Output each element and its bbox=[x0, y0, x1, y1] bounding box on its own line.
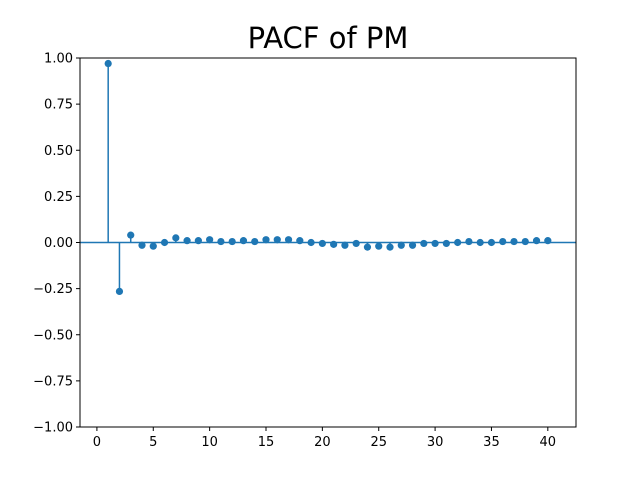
x-tick-label: 15 bbox=[258, 435, 275, 450]
y-tick-label: 0.00 bbox=[44, 236, 73, 251]
stem-marker bbox=[228, 237, 236, 246]
stem-marker bbox=[341, 241, 349, 249]
stem-marker bbox=[487, 238, 496, 247]
stem-marker bbox=[532, 237, 541, 245]
stem-marker bbox=[375, 242, 383, 250]
stem-marker bbox=[138, 241, 146, 249]
stem-marker bbox=[206, 236, 214, 244]
stem-marker bbox=[465, 237, 473, 246]
stem-marker bbox=[307, 238, 315, 247]
y-tick-label: 0.25 bbox=[44, 190, 73, 205]
x-tick-label: 0 bbox=[93, 435, 101, 450]
stem-marker bbox=[284, 236, 293, 244]
stem-marker bbox=[476, 238, 484, 247]
stem-marker bbox=[420, 239, 428, 248]
x-tick-label: 35 bbox=[483, 435, 500, 450]
stem-marker bbox=[352, 239, 360, 248]
stem-marker bbox=[251, 237, 259, 246]
stem-marker bbox=[397, 241, 405, 249]
stem-marker bbox=[521, 237, 529, 246]
stem-marker bbox=[239, 237, 248, 245]
stem-marker bbox=[318, 239, 326, 248]
y-tick-label: −0.50 bbox=[33, 328, 73, 343]
x-tick-label: 5 bbox=[149, 435, 157, 450]
stem-marker bbox=[454, 238, 462, 247]
x-tick-label: 10 bbox=[201, 435, 218, 450]
y-tick-label: 1.00 bbox=[44, 52, 73, 67]
stem-marker bbox=[510, 237, 518, 246]
stem-marker bbox=[544, 237, 552, 245]
stem-marker bbox=[296, 237, 304, 245]
stem-marker bbox=[442, 239, 450, 248]
x-tick-label: 20 bbox=[314, 435, 331, 450]
stem-marker bbox=[217, 237, 225, 246]
stem-marker bbox=[408, 241, 417, 249]
stem-marker bbox=[431, 239, 439, 248]
y-tick-label: −0.25 bbox=[33, 282, 73, 297]
stem-marker bbox=[183, 237, 191, 245]
x-tick-label: 40 bbox=[540, 435, 557, 450]
y-tick-label: 0.75 bbox=[44, 98, 73, 113]
x-tick-label: 25 bbox=[370, 435, 387, 450]
y-tick-label: 0.50 bbox=[44, 144, 73, 159]
stem-marker bbox=[149, 242, 157, 250]
chart-title: PACF of PM bbox=[248, 21, 409, 55]
stem-marker bbox=[194, 237, 202, 245]
stem-marker bbox=[330, 240, 338, 248]
stem-marker bbox=[386, 243, 394, 251]
x-tick-label: 30 bbox=[427, 435, 444, 450]
stem-marker bbox=[262, 236, 270, 244]
stem-marker bbox=[160, 238, 169, 247]
stem-marker bbox=[115, 287, 124, 295]
axes-frame bbox=[79, 57, 577, 428]
stem-marker bbox=[363, 243, 372, 251]
y-tick-label: −0.75 bbox=[33, 374, 73, 389]
plot-area: −1.00 −0.75 −0.50 −0.25 0.00 0.25 0.50 0.75 1.00… bbox=[33, 52, 576, 450]
stem-marker bbox=[127, 231, 135, 239]
stem-marker bbox=[104, 59, 112, 68]
stem-marker bbox=[172, 234, 180, 242]
stem-marker bbox=[273, 236, 281, 244]
y-tick-label: −1.00 bbox=[33, 421, 73, 436]
stem-marker bbox=[499, 237, 507, 246]
